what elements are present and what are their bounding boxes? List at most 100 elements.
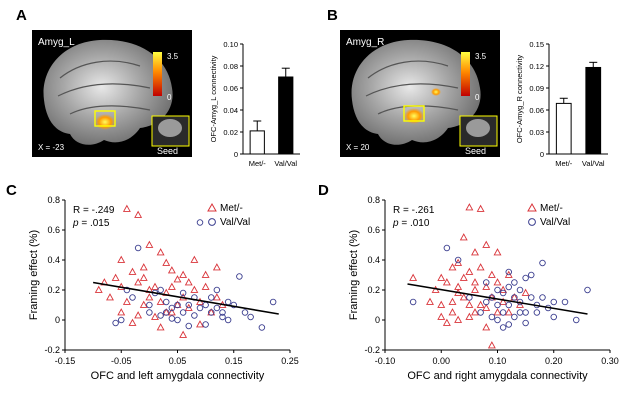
y-tick-label: 0 <box>540 150 544 159</box>
point-met <box>201 270 210 278</box>
brain-title: Amyg_R <box>346 37 384 48</box>
y-tick-label: 0.8 <box>47 195 60 205</box>
point-met <box>437 300 446 308</box>
point-met <box>493 248 502 256</box>
r-value: R = -.249 <box>73 205 115 216</box>
point-valval <box>550 298 558 306</box>
point-valval <box>269 298 277 306</box>
y-axis-title: OFC-Amyg_L connectivity <box>209 55 218 142</box>
point-met <box>482 303 491 311</box>
y-tick-label: 0.15 <box>529 40 544 49</box>
legend-valval-label: Val/Val <box>220 217 250 228</box>
point-met <box>117 308 126 316</box>
point-valval <box>219 313 226 321</box>
point-met <box>190 255 199 263</box>
bar-met <box>249 130 265 155</box>
colorbar-max: 3.5 <box>167 52 179 61</box>
point-valval <box>516 309 524 316</box>
point-met <box>426 297 434 305</box>
point-valval <box>202 321 209 328</box>
point-valval <box>134 244 142 252</box>
y-axis-title: Framing effect (%) <box>28 230 40 320</box>
point-met <box>162 258 171 266</box>
panel-d-label: D <box>318 182 329 199</box>
category-label: Met/- <box>249 159 267 168</box>
x-tick-label: 0.25 <box>281 356 299 366</box>
brain-sulci <box>57 60 151 115</box>
point-met <box>173 275 182 283</box>
p-value: p = .010 <box>392 218 430 229</box>
panel-a-brain-image: 3.5 0 Amyg_L X = -23 Seed <box>32 30 192 157</box>
point-met <box>134 278 143 286</box>
point-valval <box>224 316 232 324</box>
point-met <box>117 255 126 263</box>
point-met <box>482 240 491 248</box>
point-met <box>145 293 154 301</box>
point-met <box>184 278 193 286</box>
point-valval <box>157 312 164 319</box>
seed-label: Seed <box>157 146 178 156</box>
x-axis-title: OFC and left amygdala connectivity <box>91 370 265 382</box>
point-met <box>487 270 496 278</box>
point-met <box>151 312 159 320</box>
activation-blob-secondary <box>431 88 441 96</box>
point-valval <box>573 316 580 324</box>
point-valval <box>494 301 501 309</box>
point-valval <box>123 286 131 294</box>
point-met <box>179 330 188 338</box>
point-met <box>437 273 446 281</box>
point-met <box>139 273 148 281</box>
point-met <box>471 308 479 316</box>
category-label: Val/Val <box>274 159 297 168</box>
point-valval <box>241 309 249 316</box>
y-axis-title: Framing effect (%) <box>348 230 360 320</box>
point-valval <box>539 294 546 301</box>
point-valval <box>494 316 501 324</box>
colorbar-min: 0 <box>167 93 172 102</box>
point-met <box>482 282 491 290</box>
point-valval <box>179 309 187 316</box>
point-met <box>471 285 479 293</box>
y-tick-label: 0.2 <box>47 285 60 295</box>
point-valval <box>224 298 232 306</box>
point-met <box>196 320 204 328</box>
bar-met <box>555 102 572 155</box>
point-valval <box>117 316 125 324</box>
p-symbol: p <box>392 218 399 229</box>
point-met <box>134 210 143 218</box>
point-met <box>504 308 513 316</box>
point-met <box>493 278 502 286</box>
panel-c-label: C <box>6 182 17 199</box>
point-valval <box>168 304 176 312</box>
point-valval <box>505 268 513 276</box>
point-valval <box>207 309 215 316</box>
legend-met-marker <box>207 202 217 212</box>
y-tick-label: 0.8 <box>367 195 380 205</box>
y-tick-label: -0.2 <box>364 345 380 355</box>
y-tick-label: 0 <box>234 150 238 159</box>
point-valval <box>466 294 473 301</box>
regression-line <box>407 283 588 315</box>
x-axis-title: OFC and right amygdala connectivity <box>407 370 588 382</box>
point-valval <box>454 256 462 264</box>
y-tick-label: 0.6 <box>47 225 60 235</box>
point-met <box>487 341 496 349</box>
panel-b-label: B <box>327 7 338 24</box>
point-valval <box>494 286 501 294</box>
point-valval <box>157 286 164 294</box>
point-met <box>459 233 468 241</box>
legend-valval-marker <box>528 218 536 226</box>
point-valval <box>505 301 513 309</box>
point-valval <box>219 309 226 316</box>
y-tick-label: 0.6 <box>367 225 380 235</box>
point-valval <box>528 294 535 301</box>
point-met <box>409 273 418 281</box>
panel-d-scatter-chart: -0.2 0 0.2 0.4 0.6 0.8 -0.10 0.00 0.10 0.20 0.30 OF… <box>348 195 619 382</box>
brain-title: Amyg_L <box>38 37 75 48</box>
y-axis-title: OFC-Amyg_R connectivity <box>515 55 524 144</box>
colorbar-min: 0 <box>475 93 480 102</box>
point-valval <box>168 315 176 322</box>
point-valval <box>584 286 591 294</box>
seed-label: Seed <box>465 146 486 156</box>
point-met <box>156 323 165 331</box>
